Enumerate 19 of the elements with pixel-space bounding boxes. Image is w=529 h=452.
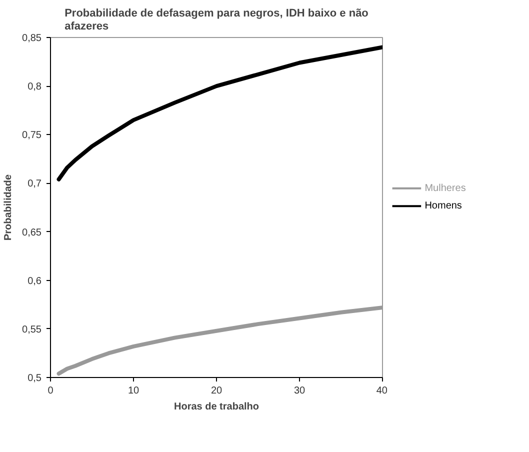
y-tick-label: 0,7 xyxy=(28,178,42,190)
x-tick-label: 0 xyxy=(48,386,54,396)
y-tick-label: 0,75 xyxy=(22,130,42,142)
line-series xyxy=(56,45,382,182)
x-tick-label: 20 xyxy=(210,386,222,396)
y-tick-label: 0,5 xyxy=(28,373,42,384)
x-tick-label: 10 xyxy=(128,386,140,396)
y-tick-label: 0,6 xyxy=(28,276,42,287)
y-tick-label: 0,55 xyxy=(22,324,42,336)
y-tick-label: 0,85 xyxy=(22,33,42,44)
x-tick-label: 30 xyxy=(294,386,306,396)
x-tick-label: 40 xyxy=(376,386,388,396)
x-axis-title: Horas de trabalho xyxy=(174,402,260,412)
legend-label: Mulheres xyxy=(424,182,466,194)
y-axis-title: Probabilidade xyxy=(3,174,14,241)
y-tick-label: 0,65 xyxy=(22,227,42,238)
legend-label: Homens xyxy=(424,200,462,212)
y-tick-label: 0,8 xyxy=(28,82,42,93)
chart-title: Probabilidade de defasagem para negros, IDH baixo e não afazeres xyxy=(64,7,369,32)
